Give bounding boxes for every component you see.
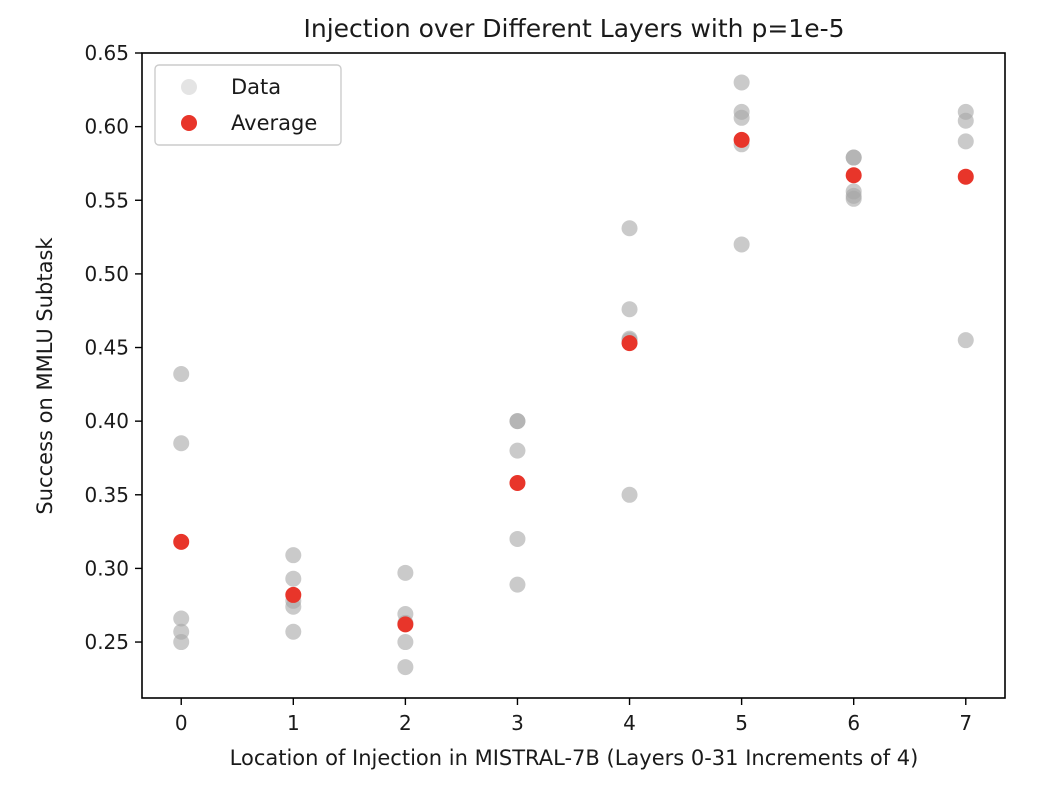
legend-marker-data [181,79,197,95]
data-point [285,598,302,615]
data-point [509,442,526,459]
x-tick-label: 3 [511,711,524,735]
y-tick-label: 0.40 [84,409,129,433]
x-tick-label: 1 [287,711,300,735]
data-point [285,570,302,587]
legend: Data Average [154,64,342,146]
y-tick-label: 0.25 [84,630,129,654]
data-point [733,236,750,253]
x-tick-label: 7 [959,711,972,735]
average-point [733,131,750,148]
data-point [957,112,974,129]
x-tick-label: 2 [399,711,412,735]
y-tick-label: 0.60 [84,115,129,139]
data-point [621,486,638,503]
y-tick-label: 0.50 [84,262,129,286]
y-axis-label: Success on MMLU Subtask [33,237,57,515]
data-point [845,149,862,166]
y-tick-label: 0.55 [84,188,129,212]
data-point [845,190,862,207]
data-point [621,220,638,237]
legend-marker-average [181,115,197,131]
data-point [957,332,974,349]
plot-area [173,74,974,676]
y-tick-label: 0.45 [84,336,129,360]
tick-layer: 0 1 2 3 4 5 6 7 0.25 0.30 0.35 0.40 0.45 0.50 0.55 0.60… [84,41,972,735]
average-point [845,167,862,184]
average-point [173,533,190,550]
legend-label-average: Average [231,111,317,135]
average-point [285,586,302,603]
x-tick-label: 6 [847,711,860,735]
chart-title: Injection over Different Layers with p=1… [303,14,844,43]
data-point [733,109,750,126]
x-tick-label: 0 [175,711,188,735]
average-point [509,475,526,491]
data-point [397,634,414,651]
y-tick-label: 0.30 [84,556,129,580]
data-point [509,530,526,547]
data-point [509,413,526,430]
average-point [397,616,414,633]
data-point [733,74,750,91]
data-point [173,610,190,627]
x-axis-label: Location of Injection in MISTRAL-7B (Lay… [230,746,919,770]
legend-frame [154,64,342,146]
y-tick-label: 0.65 [84,41,129,65]
y-tick-label: 0.35 [84,483,129,507]
data-point [621,301,638,318]
x-tick-label: 5 [735,711,748,735]
data-point [957,133,974,150]
data-point [397,564,414,581]
x-tick-label: 4 [623,711,636,735]
data-point [173,634,190,651]
average-point [957,168,974,185]
legend-label-data: Data [231,75,281,99]
data-point [397,659,414,676]
data-point [285,623,302,640]
data-point [285,547,302,564]
plot-frame [141,52,1006,699]
data-point [173,366,190,383]
data-point [173,435,190,452]
average-point [621,335,638,352]
data-point [509,576,526,593]
